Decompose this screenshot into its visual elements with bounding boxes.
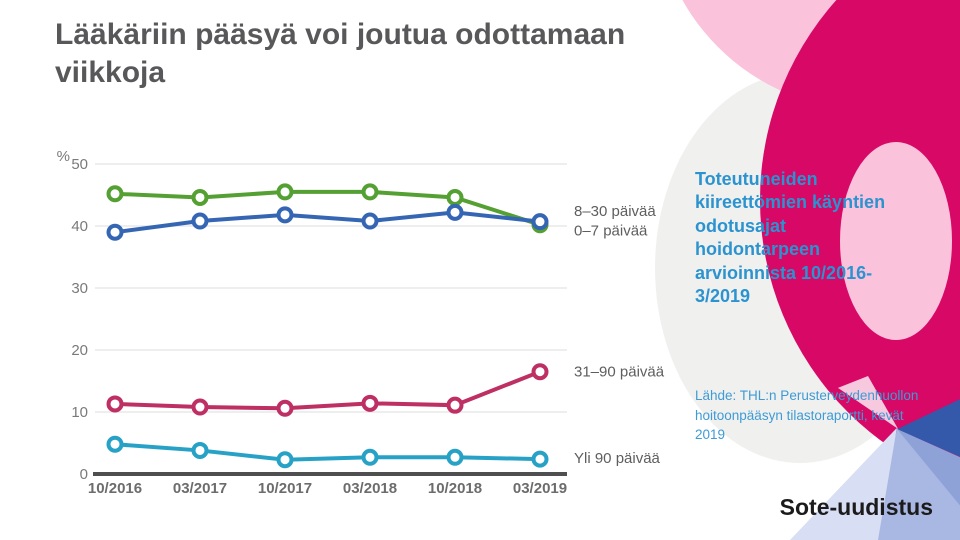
data-point-marker [531, 213, 549, 231]
data-point-marker [191, 188, 209, 206]
series-label: 31–90 päivää [574, 364, 665, 381]
source-note: Lähde: THL:n Perusterveydenhuollon hoito… [695, 388, 919, 443]
y-tick-label: 0 [80, 466, 88, 483]
data-point-marker [361, 183, 379, 201]
data-point-marker [531, 450, 549, 468]
series-label: Yli 90 päivää [574, 450, 661, 467]
finnish-lion-coat-of-arms-icon [11, 2, 45, 53]
data-point-marker [361, 212, 379, 230]
series-label: 8–30 päivää [574, 203, 656, 220]
series-line-0 [114, 189, 541, 227]
data-point-marker [106, 223, 124, 241]
periwinkle-fan-shape [878, 428, 960, 540]
waiting-times-chart: 0 10 20 30 40 50% 10/2016 03/2017 10/2017 03/2018… [0, 140, 690, 540]
data-point-marker [106, 395, 124, 413]
x-tick-label: 03/2018 [343, 480, 397, 497]
data-point-marker [106, 435, 124, 453]
x-tick-label: 03/2017 [173, 480, 227, 497]
y-tick-label: 40 [71, 218, 88, 235]
data-point-marker [446, 396, 464, 414]
data-point-marker [446, 448, 464, 466]
series-line-3 [114, 442, 541, 462]
x-tick-label: 10/2016 [88, 480, 142, 497]
x-tick-label: 10/2018 [428, 480, 482, 497]
series-label: 0–7 päivää [574, 223, 648, 240]
data-point-marker [446, 203, 464, 221]
pink-top-circle-shape [655, 0, 960, 110]
lavender-triangle-shape [790, 428, 897, 540]
y-tick-label: 10 [71, 404, 88, 421]
data-point-marker [276, 183, 294, 201]
sidebar-heading: Toteutuneiden kiireettömien käyntien odo… [695, 169, 886, 306]
x-tick-label: 10/2017 [258, 480, 312, 497]
y-axis-unit-label: % [57, 148, 70, 165]
y-tick-label: 30 [71, 280, 88, 297]
data-point-marker [276, 206, 294, 224]
y-tick-label: 20 [71, 342, 88, 359]
y-tick-label: 50 [71, 156, 88, 173]
data-point-marker [106, 185, 124, 203]
data-point-marker [531, 363, 549, 381]
x-tick-label: 03/2019 [513, 480, 567, 497]
slide-title: Lääkäriin pääsyä voi joutua odottamaan v… [55, 18, 626, 90]
data-point-marker [276, 451, 294, 469]
data-point-marker [446, 188, 464, 206]
data-point-marker [361, 448, 379, 466]
data-point-marker [361, 394, 379, 412]
data-point-marker [191, 212, 209, 230]
data-point-marker [276, 399, 294, 417]
data-point-marker [191, 441, 209, 459]
line-chart-svg: 0 10 20 30 40 50% 10/2016 03/2017 10/2017 03/2018… [57, 148, 665, 497]
brand-wordmark: Sote-uudistus [779, 494, 933, 520]
series-line-1 [114, 210, 541, 235]
series-line-2 [114, 369, 541, 411]
data-point-marker [191, 398, 209, 416]
